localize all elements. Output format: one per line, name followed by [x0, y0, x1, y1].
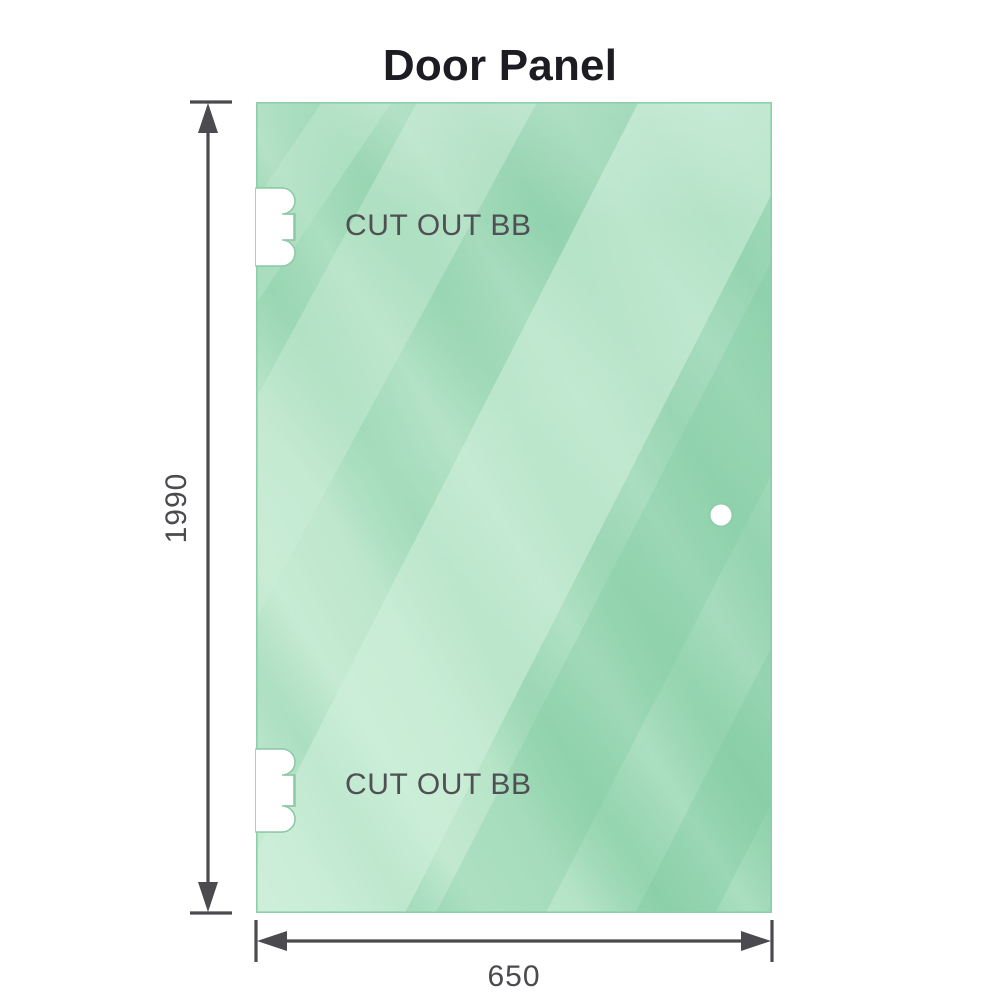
- cut-out-bb-upper: [255, 187, 296, 267]
- cut-out-bb-lower-slot: [256, 749, 282, 832]
- width-dimension: [254, 920, 774, 962]
- glass-door-panel: [255, 102, 773, 914]
- height-dimension: [190, 100, 232, 915]
- page-title: Door Panel: [383, 41, 617, 90]
- cut-out-bb-upper-label: CUT OUT BB: [345, 209, 532, 242]
- width-dim-arrow-left: [257, 931, 287, 951]
- width-dim-arrow-right: [741, 931, 771, 951]
- height-dim-arrow-bottom: [198, 882, 218, 912]
- cut-out-bb-lower-label: CUT OUT BB: [345, 768, 532, 801]
- cut-out-bb-upper-slot: [256, 188, 282, 266]
- height-dimension-label: 1990: [160, 473, 193, 544]
- cut-out-bb-lower: [255, 748, 296, 833]
- width-dimension-label: 650: [487, 960, 540, 993]
- handle-hole: [708, 502, 734, 528]
- height-dim-arrow-top: [198, 103, 218, 133]
- panel-edge: [255, 102, 773, 914]
